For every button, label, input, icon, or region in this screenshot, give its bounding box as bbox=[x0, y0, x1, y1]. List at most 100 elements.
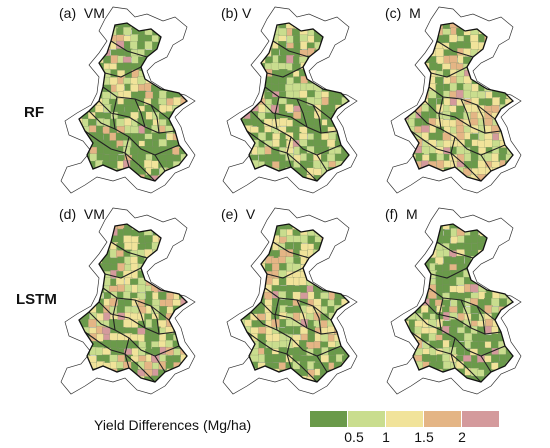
county-cell bbox=[186, 242, 187, 251]
county-cell bbox=[95, 182, 103, 190]
map-a bbox=[60, 6, 203, 194]
county-cell bbox=[484, 298, 493, 307]
county-cell bbox=[195, 42, 203, 50]
county-cell bbox=[188, 105, 196, 113]
county-cell bbox=[144, 361, 153, 370]
county-cell bbox=[490, 277, 500, 286]
county-cell bbox=[408, 298, 417, 307]
county-cell bbox=[350, 36, 358, 44]
county-cell bbox=[456, 276, 465, 286]
county-cell bbox=[241, 228, 245, 237]
county-cell bbox=[415, 243, 424, 252]
county-cell bbox=[443, 140, 452, 149]
county-cell bbox=[505, 243, 513, 252]
province-border bbox=[286, 136, 292, 168]
county-cell bbox=[299, 90, 308, 99]
county-cell bbox=[342, 257, 349, 266]
county-cell bbox=[166, 182, 174, 190]
county-cell bbox=[144, 138, 153, 148]
county-cell bbox=[193, 368, 201, 376]
province-border bbox=[476, 305, 486, 335]
county-cell bbox=[193, 270, 201, 278]
county-cell bbox=[81, 256, 90, 265]
county-cell bbox=[81, 224, 90, 231]
county-cell bbox=[88, 82, 98, 92]
county-cell bbox=[520, 140, 528, 148]
county-cell bbox=[334, 257, 343, 267]
county-cell bbox=[355, 50, 363, 58]
county-cell bbox=[193, 250, 201, 258]
county-cell bbox=[355, 160, 363, 168]
county-cell bbox=[79, 278, 83, 287]
county-cell bbox=[188, 235, 196, 243]
county-cell bbox=[179, 312, 187, 322]
county-cell bbox=[334, 383, 342, 391]
county-cell bbox=[414, 224, 423, 230]
county-cell bbox=[478, 271, 487, 280]
county-cell bbox=[285, 104, 294, 113]
county-cell bbox=[188, 265, 196, 273]
province-border bbox=[98, 301, 176, 335]
county-cell bbox=[405, 285, 409, 294]
province-border bbox=[266, 267, 304, 279]
county-cell bbox=[405, 235, 411, 244]
county-cell bbox=[166, 76, 175, 85]
county-cell bbox=[79, 249, 84, 259]
county-cell bbox=[95, 105, 104, 114]
county-cell bbox=[405, 354, 410, 364]
legend-tick-2: 2 bbox=[458, 429, 466, 445]
county-cell bbox=[499, 62, 508, 71]
county-cell bbox=[195, 77, 203, 85]
row-label-rf: RF bbox=[24, 104, 44, 121]
county-cell bbox=[341, 174, 349, 181]
county-cell bbox=[285, 277, 295, 286]
county-cell bbox=[241, 242, 247, 251]
county-cell bbox=[443, 182, 451, 190]
county-cell bbox=[512, 285, 513, 295]
county-cell bbox=[79, 264, 83, 273]
county-cell bbox=[463, 243, 472, 252]
county-cell bbox=[272, 333, 281, 342]
county-cell bbox=[307, 333, 316, 343]
county-cell bbox=[79, 84, 84, 93]
county-cell bbox=[407, 84, 416, 93]
county-cell bbox=[348, 228, 349, 238]
county-cell bbox=[477, 333, 486, 342]
county-cell bbox=[266, 383, 274, 391]
county-cell bbox=[173, 84, 182, 93]
county-cell bbox=[186, 117, 187, 127]
county-cell bbox=[355, 113, 363, 121]
county-cell bbox=[186, 257, 187, 266]
county-cell bbox=[350, 369, 358, 377]
county-cell bbox=[521, 264, 529, 272]
county-cell bbox=[185, 250, 187, 259]
county-cell bbox=[172, 146, 181, 155]
county-cell bbox=[521, 83, 529, 91]
county-cell bbox=[81, 42, 90, 52]
county-cell bbox=[241, 70, 245, 79]
county-cell bbox=[82, 271, 91, 280]
county-cell bbox=[405, 263, 409, 272]
county-cell bbox=[321, 70, 330, 79]
county-cell bbox=[415, 235, 424, 244]
county-cell bbox=[328, 264, 337, 273]
county-cell bbox=[429, 153, 438, 162]
county-cell bbox=[243, 23, 253, 30]
county-cell bbox=[408, 292, 417, 301]
county-cell bbox=[188, 383, 196, 391]
county-cell bbox=[241, 224, 245, 230]
county-cell bbox=[299, 285, 308, 294]
county-cell bbox=[491, 298, 500, 307]
color-legend: 0.5 1 1.5 2 bbox=[310, 411, 540, 447]
county-cell bbox=[116, 83, 125, 93]
county-cell bbox=[241, 154, 245, 163]
county-cell bbox=[172, 69, 181, 78]
county-cell bbox=[241, 90, 246, 100]
county-cell bbox=[243, 228, 252, 237]
province-border bbox=[260, 301, 338, 335]
county-cell bbox=[249, 28, 259, 37]
county-cell bbox=[521, 341, 529, 349]
county-cell bbox=[179, 175, 187, 181]
county-cell bbox=[414, 48, 424, 57]
county-cell bbox=[186, 42, 187, 51]
